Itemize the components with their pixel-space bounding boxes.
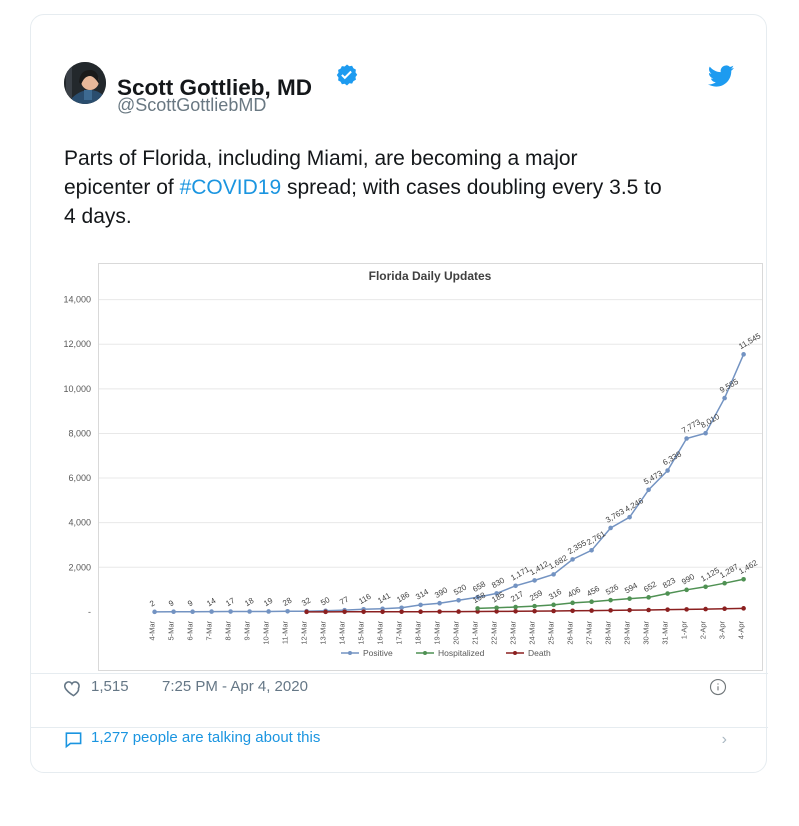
svg-text:Florida Daily Updates: Florida Daily Updates xyxy=(369,269,492,283)
svg-text:5,473: 5,473 xyxy=(642,468,664,486)
svg-text:1,462: 1,462 xyxy=(737,558,759,576)
svg-text:456: 456 xyxy=(585,584,602,599)
svg-text:9: 9 xyxy=(167,598,176,608)
svg-text:28-Mar: 28-Mar xyxy=(604,620,613,644)
svg-text:8-Mar: 8-Mar xyxy=(224,620,233,640)
svg-text:22-Mar: 22-Mar xyxy=(490,620,499,644)
svg-text:15-Mar: 15-Mar xyxy=(357,620,366,644)
svg-text:2,000: 2,000 xyxy=(68,562,91,572)
svg-text:20-Mar: 20-Mar xyxy=(452,620,461,644)
svg-text:185: 185 xyxy=(490,590,507,605)
svg-text:6,000: 6,000 xyxy=(68,473,91,483)
svg-text:Hospitalized: Hospitalized xyxy=(438,648,485,658)
svg-text:3,763: 3,763 xyxy=(604,507,626,525)
svg-text:9,585: 9,585 xyxy=(718,377,740,395)
svg-text:830: 830 xyxy=(490,575,507,590)
svg-text:158: 158 xyxy=(471,590,488,605)
svg-text:406: 406 xyxy=(566,585,583,600)
svg-text:19: 19 xyxy=(262,596,275,609)
svg-text:Death: Death xyxy=(528,648,551,658)
svg-text:1,412: 1,412 xyxy=(528,559,550,577)
svg-text:2: 2 xyxy=(148,598,157,608)
svg-text:25-Mar: 25-Mar xyxy=(547,620,556,644)
svg-text:29-Mar: 29-Mar xyxy=(623,620,632,644)
svg-text:28: 28 xyxy=(281,595,294,608)
svg-text:8,010: 8,010 xyxy=(699,412,721,430)
svg-text:1,125: 1,125 xyxy=(699,565,721,583)
svg-text:14: 14 xyxy=(205,596,218,609)
svg-text:116: 116 xyxy=(357,592,373,606)
svg-text:13-Mar: 13-Mar xyxy=(319,620,328,644)
svg-text:217: 217 xyxy=(509,589,526,604)
svg-text:21-Mar: 21-Mar xyxy=(471,620,480,644)
svg-text:594: 594 xyxy=(623,581,640,596)
svg-text:18: 18 xyxy=(243,596,256,609)
svg-text:6-Mar: 6-Mar xyxy=(186,620,195,640)
svg-text:8,000: 8,000 xyxy=(68,428,91,438)
svg-text:31-Mar: 31-Mar xyxy=(661,620,670,644)
svg-text:9: 9 xyxy=(186,598,195,608)
svg-text:6,338: 6,338 xyxy=(661,449,683,467)
svg-text:1-Apr: 1-Apr xyxy=(680,620,689,639)
svg-text:26-Mar: 26-Mar xyxy=(566,620,575,644)
svg-text:2-Apr: 2-Apr xyxy=(699,620,708,639)
svg-text:18-Mar: 18-Mar xyxy=(414,620,423,644)
svg-text:4-Mar: 4-Mar xyxy=(148,620,157,640)
svg-text:10-Mar: 10-Mar xyxy=(262,620,271,644)
svg-text:520: 520 xyxy=(452,582,469,597)
svg-text:9-Mar: 9-Mar xyxy=(243,620,252,640)
svg-text:1,287: 1,287 xyxy=(718,562,740,580)
svg-text:Positive: Positive xyxy=(363,648,393,658)
svg-text:16-Mar: 16-Mar xyxy=(376,620,385,644)
svg-text:12,000: 12,000 xyxy=(63,339,91,349)
svg-text:7-Mar: 7-Mar xyxy=(205,620,214,640)
svg-text:23-Mar: 23-Mar xyxy=(509,620,518,644)
svg-text:27-Mar: 27-Mar xyxy=(585,620,594,644)
svg-text:-: - xyxy=(88,607,91,617)
svg-text:316: 316 xyxy=(547,587,564,602)
svg-text:17: 17 xyxy=(224,596,237,609)
svg-text:14,000: 14,000 xyxy=(63,295,91,305)
svg-text:50: 50 xyxy=(319,595,332,608)
svg-text:314: 314 xyxy=(414,587,431,602)
svg-text:990: 990 xyxy=(680,572,697,587)
svg-text:1,682: 1,682 xyxy=(547,553,569,571)
svg-text:12-Mar: 12-Mar xyxy=(300,620,309,644)
svg-text:141: 141 xyxy=(376,591,393,606)
svg-text:4,000: 4,000 xyxy=(68,518,91,528)
svg-text:259: 259 xyxy=(528,588,545,603)
svg-text:526: 526 xyxy=(604,582,621,597)
svg-text:186: 186 xyxy=(395,590,412,605)
svg-text:14-Mar: 14-Mar xyxy=(338,620,347,644)
svg-text:11,545: 11,545 xyxy=(737,331,763,351)
svg-text:24-Mar: 24-Mar xyxy=(528,620,537,644)
svg-text:19-Mar: 19-Mar xyxy=(433,620,442,644)
svg-text:10,000: 10,000 xyxy=(63,384,91,394)
svg-text:7,773: 7,773 xyxy=(680,417,702,435)
svg-text:823: 823 xyxy=(661,576,678,591)
svg-text:30-Mar: 30-Mar xyxy=(642,620,651,644)
svg-text:3-Apr: 3-Apr xyxy=(718,620,727,639)
svg-text:5-Mar: 5-Mar xyxy=(167,620,176,640)
svg-text:4-Apr: 4-Apr xyxy=(737,620,746,639)
svg-text:17-Mar: 17-Mar xyxy=(395,620,404,644)
svg-text:32: 32 xyxy=(300,595,313,608)
svg-text:390: 390 xyxy=(433,585,450,600)
svg-text:652: 652 xyxy=(642,579,659,594)
svg-text:11-Mar: 11-Mar xyxy=(281,620,290,644)
svg-text:77: 77 xyxy=(338,594,351,607)
